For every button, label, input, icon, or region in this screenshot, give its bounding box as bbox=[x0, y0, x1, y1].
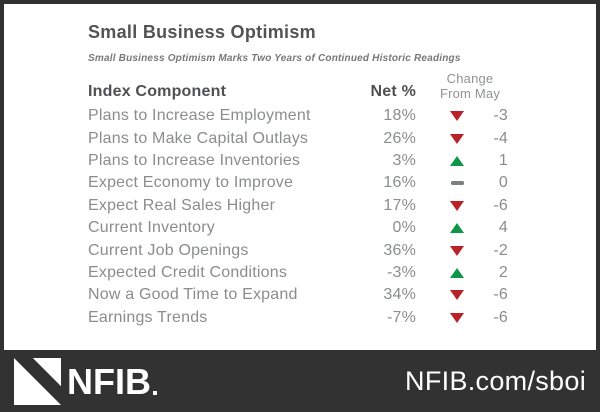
net-value: -7% bbox=[386, 308, 416, 326]
column-header-component: Index Component bbox=[88, 83, 227, 100]
component-label: Current Inventory bbox=[88, 219, 216, 237]
table-row: Plans to Make Capital Outlays 26% -4 bbox=[88, 127, 512, 149]
footer-url: NFIB.com/sboi bbox=[405, 365, 586, 396]
down-arrow-icon bbox=[450, 200, 464, 211]
footer-bar: NFIB NFIB.com/sboi bbox=[0, 350, 600, 412]
net-value: 16% bbox=[383, 174, 416, 192]
down-arrow-icon bbox=[450, 312, 464, 323]
net-value: 34% bbox=[383, 286, 416, 304]
table-header-row: Index Component Net % Change From May bbox=[88, 71, 512, 101]
column-header-change: Change From May bbox=[416, 71, 512, 101]
nfib-brand: NFIB bbox=[14, 357, 157, 405]
table-row: Now a Good Time to Expand 34% -6 bbox=[88, 284, 512, 306]
change-value: 0 bbox=[498, 174, 508, 192]
change-value: 1 bbox=[498, 151, 508, 169]
change-value: -6 bbox=[493, 308, 508, 326]
no-change-dash-icon bbox=[451, 181, 464, 186]
net-value: 3% bbox=[392, 151, 416, 169]
component-label: Plans to Make Capital Outlays bbox=[88, 129, 309, 147]
table-row: Current Job Openings 36% -2 bbox=[88, 239, 512, 261]
net-value: 18% bbox=[383, 107, 416, 125]
index-table: Index Component Net % Change From May Pl… bbox=[88, 71, 512, 329]
trademark-dot-icon bbox=[153, 390, 157, 395]
column-header-change-line1: Change bbox=[446, 71, 494, 86]
table-row: Plans to Increase Employment 18% -3 bbox=[88, 105, 512, 127]
table-row: Current Inventory 0% 4 bbox=[88, 217, 512, 239]
net-value: -3% bbox=[386, 263, 416, 281]
table-row: Earnings Trends -7% -6 bbox=[88, 307, 512, 329]
down-arrow-icon bbox=[450, 133, 464, 144]
table-row: Expect Economy to Improve 16% 0 bbox=[88, 172, 512, 194]
component-label: Expect Economy to Improve bbox=[88, 174, 294, 192]
net-value: 17% bbox=[383, 196, 416, 214]
change-value: -4 bbox=[493, 129, 508, 147]
down-arrow-icon bbox=[450, 245, 464, 256]
table-row: Plans to Increase Inventories 3% 1 bbox=[88, 150, 512, 172]
component-label: Expected Credit Conditions bbox=[88, 263, 288, 281]
column-header-change-line2: From May bbox=[439, 86, 501, 101]
subtitle: Small Business Optimism Marks Two Years … bbox=[88, 53, 461, 64]
component-label: Earnings Trends bbox=[88, 308, 208, 326]
content-card: Small Business Optimism Small Business O… bbox=[4, 4, 596, 350]
net-value: 26% bbox=[383, 129, 416, 147]
down-arrow-icon bbox=[450, 111, 464, 122]
change-value: -6 bbox=[493, 196, 508, 214]
up-arrow-icon bbox=[450, 267, 464, 278]
component-label: Now a Good Time to Expand bbox=[88, 286, 298, 304]
up-arrow-icon bbox=[450, 155, 464, 166]
change-value: -6 bbox=[493, 286, 508, 304]
change-value: 4 bbox=[498, 219, 508, 237]
change-value: -2 bbox=[493, 241, 508, 259]
component-label: Plans to Increase Employment bbox=[88, 107, 311, 125]
net-value: 36% bbox=[383, 241, 416, 259]
page-title: Small Business Optimism bbox=[88, 22, 316, 42]
down-arrow-icon bbox=[450, 290, 464, 301]
component-label: Expect Real Sales Higher bbox=[88, 196, 276, 214]
change-value: -3 bbox=[493, 107, 508, 125]
net-value: 0% bbox=[392, 219, 416, 237]
table-row: Expected Credit Conditions -3% 2 bbox=[88, 262, 512, 284]
table-row: Expect Real Sales Higher 17% -6 bbox=[88, 195, 512, 217]
nfib-logo-icon bbox=[14, 357, 61, 405]
up-arrow-icon bbox=[450, 223, 464, 234]
component-label: Plans to Increase Inventories bbox=[88, 151, 301, 169]
nfib-wordmark: NFIB bbox=[67, 360, 151, 402]
column-header-net: Net % bbox=[370, 83, 416, 100]
component-label: Current Job Openings bbox=[88, 241, 249, 259]
change-value: 2 bbox=[498, 263, 508, 281]
